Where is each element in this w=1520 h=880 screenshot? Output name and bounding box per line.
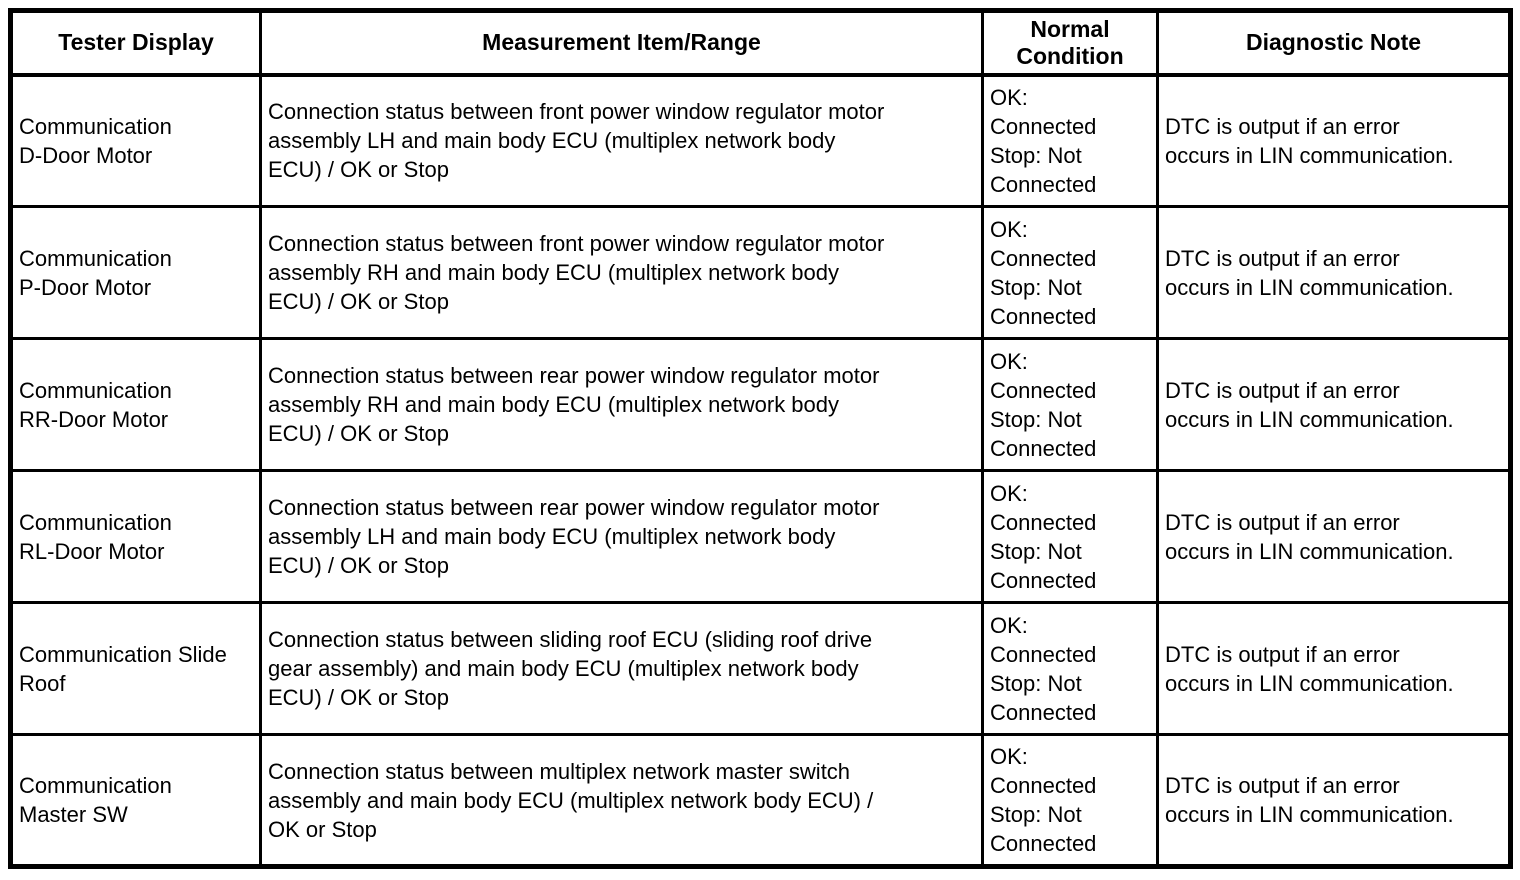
cell-diagnostic-note: DTC is output if an error occurs in LIN … (1156, 469, 1512, 604)
cell-tester-display: Communication Master SW (9, 733, 262, 868)
cell-tester-display: Communication RR-Door Motor (9, 337, 262, 472)
cell-diagnostic-note: DTC is output if an error occurs in LIN … (1156, 733, 1512, 868)
cell-normal-condition: OK: Connected Stop: Not Connected (981, 733, 1159, 868)
cell-normal-condition: OK: Connected Stop: Not Connected (981, 205, 1159, 340)
table-row-p-door-motor: Communication P-Door Motor Connection st… (9, 205, 1512, 340)
cell-measurement-item-range: Connection status between front power wi… (259, 73, 984, 208)
cell-tester-display: Communication RL-Door Motor (9, 469, 262, 604)
cell-tester-display: Communication Slide Roof (9, 601, 262, 736)
table-row-slide-roof: Communication Slide Roof Connection stat… (9, 601, 1512, 736)
diagnostic-data-table: Tester Display Measurement Item/Range No… (8, 8, 1513, 869)
cell-measurement-item-range: Connection status between sliding roof E… (259, 601, 984, 736)
cell-normal-condition: OK: Connected Stop: Not Connected (981, 469, 1159, 604)
cell-tester-display: Communication D-Door Motor (9, 73, 262, 208)
column-header-diagnostic-note: Diagnostic Note (1156, 9, 1512, 77)
cell-diagnostic-note: DTC is output if an error occurs in LIN … (1156, 205, 1512, 340)
cell-diagnostic-note: DTC is output if an error occurs in LIN … (1156, 73, 1512, 208)
table-row-rr-door-motor: Communication RR-Door Motor Connection s… (9, 337, 1512, 472)
cell-normal-condition: OK: Connected Stop: Not Connected (981, 337, 1159, 472)
cell-measurement-item-range: Connection status between rear power win… (259, 469, 984, 604)
column-header-tester-display: Tester Display (9, 9, 262, 77)
cell-tester-display: Communication P-Door Motor (9, 205, 262, 340)
cell-diagnostic-note: DTC is output if an error occurs in LIN … (1156, 337, 1512, 472)
cell-measurement-item-range: Connection status between front power wi… (259, 205, 984, 340)
table-row-master-sw: Communication Master SW Connection statu… (9, 733, 1512, 868)
cell-measurement-item-range: Connection status between rear power win… (259, 337, 984, 472)
cell-measurement-item-range: Connection status between multiplex netw… (259, 733, 984, 868)
column-header-measurement-item-range: Measurement Item/Range (259, 9, 984, 77)
cell-diagnostic-note: DTC is output if an error occurs in LIN … (1156, 601, 1512, 736)
cell-normal-condition: OK: Connected Stop: Not Connected (981, 601, 1159, 736)
column-header-normal-condition: Normal Condition (981, 9, 1159, 77)
cell-normal-condition: OK: Connected Stop: Not Connected (981, 73, 1159, 208)
table-header-row: Tester Display Measurement Item/Range No… (9, 9, 1512, 77)
table-row-rl-door-motor: Communication RL-Door Motor Connection s… (9, 469, 1512, 604)
table-row-d-door-motor: Communication D-Door Motor Connection st… (9, 73, 1512, 208)
